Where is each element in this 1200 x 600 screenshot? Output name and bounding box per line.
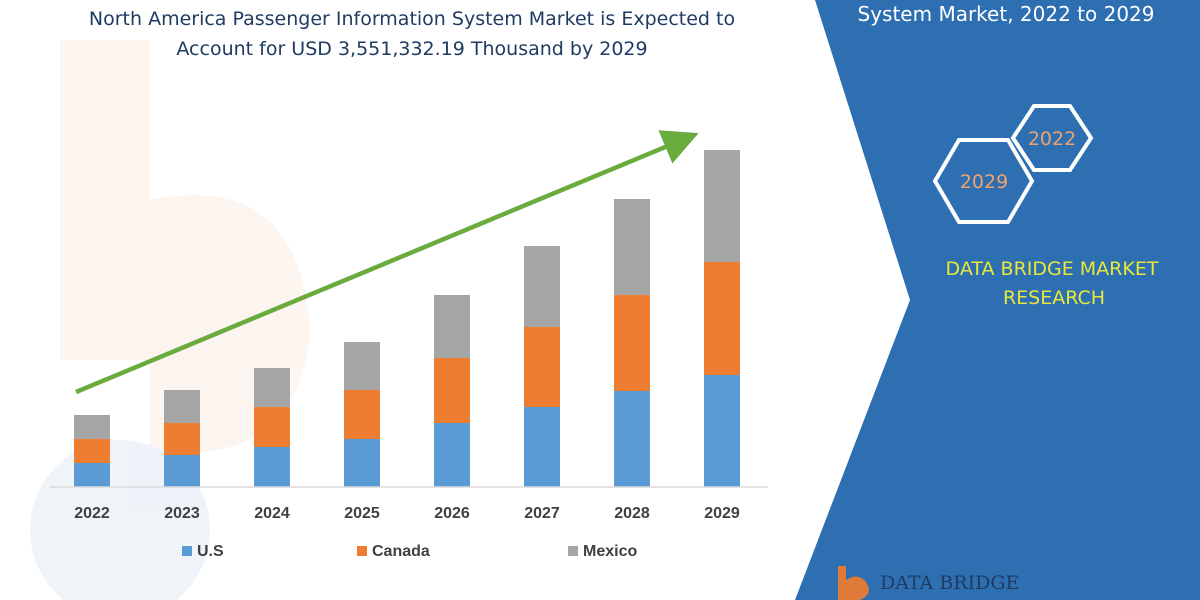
bar-canada-2028 [614, 295, 650, 391]
x-tick-label: 2025 [344, 505, 380, 522]
panel-title: System Market, 2022 to 2029 [858, 2, 1155, 26]
x-tick-label: 2029 [704, 505, 740, 522]
legend-swatch-canada [357, 546, 367, 556]
x-tick-label: 2026 [434, 505, 470, 522]
logo-text: DATA BRIDGE [880, 572, 1019, 594]
brand-line-1: DATA BRIDGE MARKET [946, 258, 1159, 280]
x-tick-labels: 2022 2023 2024 2025 2026 2027 2028 2029 [74, 505, 740, 522]
bar-us-2025 [344, 439, 380, 487]
hexagon-2022 [1010, 104, 1094, 172]
bar-series-group [74, 150, 740, 487]
bar-mexico-2026 [434, 295, 470, 358]
x-tick-label: 2027 [524, 505, 560, 522]
legend-label-mexico: Mexico [583, 543, 637, 560]
bar-canada-2027 [524, 327, 560, 407]
trend-arrow [75, 130, 699, 395]
bar-us-2027 [524, 407, 560, 487]
bar-mexico-2023 [164, 390, 200, 423]
plot-area: 2022 2023 2024 2025 2026 2027 2028 2029 [50, 130, 768, 522]
chart-title-line-2: Account for USD 3,551,332.19 Thousand by… [176, 38, 647, 60]
bar-mexico-2029 [704, 150, 740, 262]
bar-us-2029 [704, 375, 740, 487]
logo: DATA BRIDGE [838, 566, 1019, 600]
bar-us-2024 [254, 447, 290, 487]
hexagon-2022-label: 2022 [1028, 128, 1076, 150]
bar-mexico-2025 [344, 342, 380, 390]
chart-title: North America Passenger Information Syst… [89, 8, 735, 60]
bar-canada-2022 [74, 439, 110, 463]
bar-canada-2023 [164, 423, 200, 455]
side-panel [795, 0, 1200, 600]
legend-label-us: U.S [197, 543, 224, 560]
hexagon-badges: 2022 2029 [932, 104, 1094, 224]
legend-swatch-mexico [568, 546, 578, 556]
x-tick-label: 2023 [164, 505, 200, 522]
legend: U.S Canada Mexico [182, 543, 637, 560]
chart-title-line-1: North America Passenger Information Syst… [89, 8, 735, 30]
bar-us-2026 [434, 423, 470, 487]
x-tick-label: 2024 [254, 505, 290, 522]
hexagon-2029 [932, 138, 1035, 224]
bar-mexico-2027 [524, 246, 560, 327]
brand-line-2: RESEARCH [1003, 287, 1105, 309]
bar-us-2028 [614, 391, 650, 487]
bar-canada-2025 [344, 390, 380, 439]
bar-mexico-2022 [74, 415, 110, 439]
legend-label-canada: Canada [372, 543, 430, 560]
brand-name: DATA BRIDGE MARKET RESEARCH [946, 258, 1159, 309]
bar-us-2023 [164, 455, 200, 487]
bar-canada-2024 [254, 407, 290, 447]
bar-canada-2029 [704, 262, 740, 375]
hexagon-2029-label: 2029 [960, 171, 1008, 193]
bar-canada-2026 [434, 358, 470, 423]
bar-us-2022 [74, 463, 110, 487]
x-tick-label: 2022 [74, 505, 110, 522]
bar-mexico-2028 [614, 199, 650, 295]
logo-icon [838, 566, 869, 600]
x-tick-label: 2028 [614, 505, 650, 522]
bar-mexico-2024 [254, 368, 290, 407]
legend-swatch-us [182, 546, 192, 556]
